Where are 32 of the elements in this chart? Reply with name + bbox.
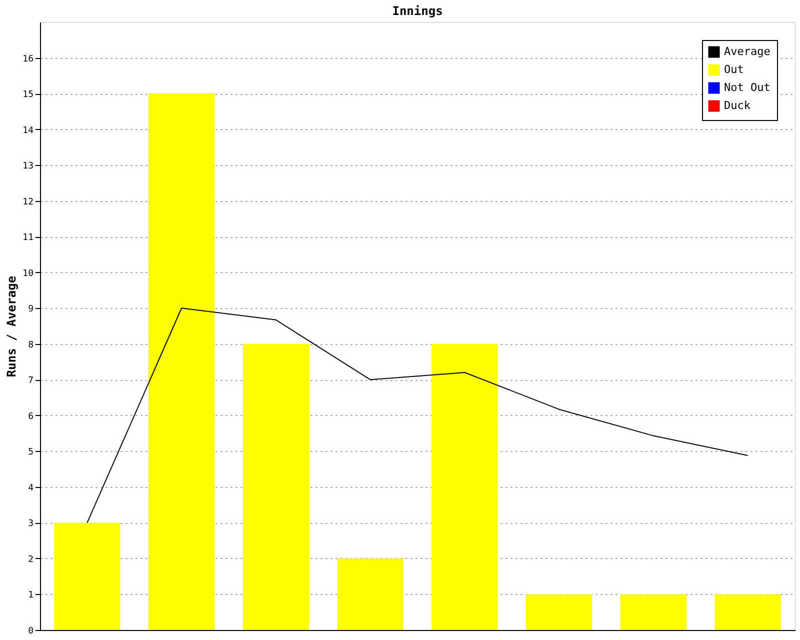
y-tick-label: 4	[28, 483, 34, 494]
y-tick-label: 1	[28, 590, 34, 601]
bar	[337, 558, 404, 630]
y-tick-label: 7	[28, 376, 34, 386]
legend-label: Not Out	[724, 81, 770, 94]
line-series	[86, 308, 748, 524]
bar	[148, 94, 215, 630]
bar	[526, 594, 592, 630]
y-tick-label: 8	[28, 340, 34, 350]
bar	[620, 594, 686, 630]
y-tick-label: 2	[28, 554, 34, 565]
bar	[432, 344, 498, 630]
y-tick-label: 5	[28, 448, 34, 458]
y-tick-label: 9	[28, 304, 34, 315]
y-tick-label: 10	[22, 268, 34, 279]
y-tick-label: 6	[28, 412, 34, 422]
bar	[714, 594, 781, 630]
y-axis-title: Runs / Average	[4, 276, 19, 378]
bar	[242, 344, 309, 630]
y-tick-label: 0	[28, 626, 34, 636]
y-tick-label: 11	[22, 233, 34, 244]
legend-label: Duck	[724, 99, 751, 112]
legend-label: Average	[724, 45, 770, 58]
chart-title: Innings	[392, 4, 443, 18]
bar	[54, 522, 120, 630]
y-tick-label: 12	[22, 197, 34, 208]
y-tick-label: 3	[28, 519, 34, 530]
y-tick-label: 15	[22, 90, 34, 100]
y-tick-label: 14	[22, 126, 34, 136]
legend-label: Out	[724, 63, 744, 76]
y-tick-label: 13	[22, 162, 34, 172]
y-tick-label: 16	[22, 54, 34, 64]
